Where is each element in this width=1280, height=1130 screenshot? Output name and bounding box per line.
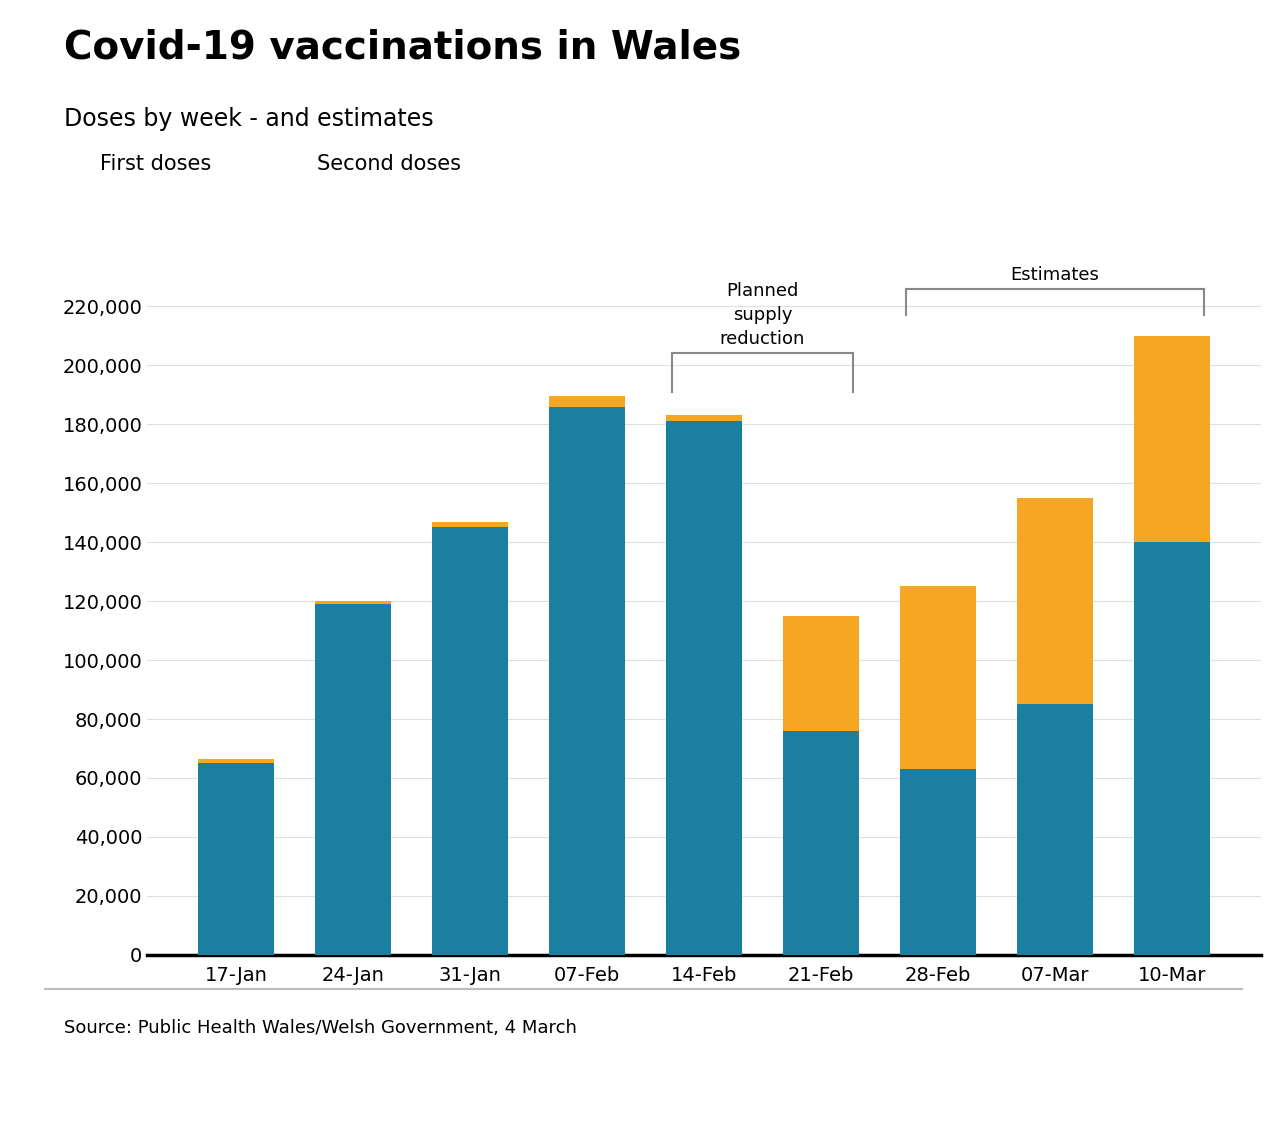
Text: Second doses: Second doses <box>317 154 462 174</box>
Text: B: B <box>1164 1057 1181 1081</box>
Text: Planned
supply
reduction: Planned supply reduction <box>719 282 805 348</box>
Bar <box>549 397 625 407</box>
Text: Estimates: Estimates <box>1011 267 1100 285</box>
Bar <box>1134 542 1210 955</box>
Bar <box>900 586 977 770</box>
Bar <box>315 605 390 955</box>
Bar <box>666 421 742 955</box>
Text: B: B <box>1110 1057 1128 1081</box>
Bar <box>783 731 859 955</box>
Bar <box>783 616 859 731</box>
Text: Doses by week - and estimates: Doses by week - and estimates <box>64 107 434 131</box>
Bar <box>1018 498 1093 704</box>
Bar <box>1018 704 1093 955</box>
Bar <box>198 763 274 955</box>
Bar <box>315 601 390 605</box>
Bar <box>549 407 625 955</box>
Bar <box>431 522 508 528</box>
Text: C: C <box>1217 1057 1235 1081</box>
Bar <box>1134 336 1210 542</box>
Text: Source: Public Health Wales/Welsh Government, 4 March: Source: Public Health Wales/Welsh Govern… <box>64 1019 577 1037</box>
Bar <box>900 770 977 955</box>
Bar <box>666 416 742 421</box>
Bar <box>431 528 508 955</box>
Bar <box>198 759 274 763</box>
Text: Covid-19 vaccinations in Wales: Covid-19 vaccinations in Wales <box>64 28 741 67</box>
Text: First doses: First doses <box>100 154 211 174</box>
